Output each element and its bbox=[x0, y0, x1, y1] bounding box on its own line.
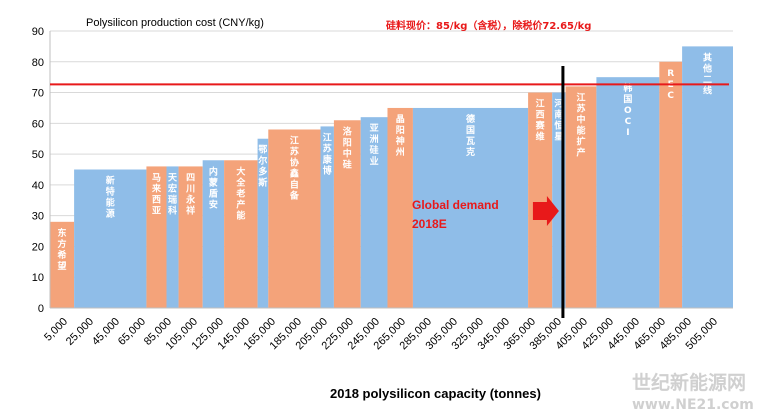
bar-12 bbox=[387, 107, 413, 308]
overlay-layer: Global demand 2018E bbox=[50, 66, 729, 318]
bar-16 bbox=[565, 86, 597, 309]
bar-1 bbox=[74, 169, 147, 308]
bar-label: 马来西亚 bbox=[151, 172, 162, 216]
demand-label-line2: 2018E bbox=[412, 217, 447, 231]
x-tick-label: 45,000 bbox=[90, 316, 122, 348]
y-tick-label: 60 bbox=[32, 118, 44, 130]
bar-label: 江西赛维 bbox=[535, 98, 546, 143]
bar-11 bbox=[360, 117, 388, 308]
bar-label: 天宏瑞科 bbox=[168, 172, 178, 216]
bar-label: 江苏协鑫自备 bbox=[289, 134, 300, 201]
x-tick-label: 65,000 bbox=[116, 316, 148, 348]
price-annotation: 硅料现价：85/kg（含税），除税价72.65/kg bbox=[386, 19, 591, 32]
bar-label: 韩国 O C I bbox=[623, 82, 632, 138]
x-axis-title: 2018 polysilicon capacity (tonnes) bbox=[330, 386, 541, 401]
bar-4 bbox=[178, 166, 203, 308]
demand-label-line1: Global demand bbox=[412, 198, 499, 212]
bar-label: 江苏中能扩产 bbox=[576, 91, 585, 158]
bar-label: 亚洲硅业 bbox=[370, 123, 379, 167]
bar-2 bbox=[146, 166, 167, 308]
bar-17 bbox=[596, 77, 660, 309]
bar-10 bbox=[333, 120, 361, 308]
y-tick-label: 90 bbox=[32, 26, 44, 38]
bar-19 bbox=[682, 46, 733, 309]
x-tick-label: 25,000 bbox=[64, 316, 96, 348]
y-tick-label: 70 bbox=[32, 88, 44, 100]
bar-label: 东方希望 bbox=[58, 227, 67, 272]
bar-label: 内蒙盾安 bbox=[209, 165, 218, 210]
bar-label: 晶阳神州 bbox=[395, 114, 405, 158]
bar-label: 河南恒星 bbox=[554, 98, 563, 143]
bar-label: 其他二线 bbox=[702, 51, 712, 96]
bar-label: 德国瓦克 bbox=[466, 113, 475, 158]
y-tick-label: 30 bbox=[32, 211, 44, 223]
bar-label: 洛阳中硅 bbox=[343, 125, 353, 170]
bar-label: 新特能源 bbox=[106, 175, 115, 220]
bar-label: 大全老产能 bbox=[235, 165, 246, 221]
y-tick-label: 10 bbox=[32, 272, 44, 284]
y-tick-label: 50 bbox=[32, 149, 44, 161]
y-tick-label: 40 bbox=[32, 180, 44, 192]
bar-3 bbox=[166, 166, 179, 308]
watermark-url: www.NE21.com bbox=[632, 397, 754, 413]
bar-0 bbox=[50, 221, 75, 308]
bar-9 bbox=[320, 126, 334, 309]
bar-5 bbox=[202, 160, 225, 308]
y-tick-label: 20 bbox=[32, 241, 44, 253]
bar-18 bbox=[659, 61, 683, 309]
bar-13 bbox=[412, 107, 529, 308]
watermark-text: 世纪新能源网 bbox=[632, 371, 746, 394]
bar-6 bbox=[224, 160, 258, 308]
bars-layer bbox=[50, 46, 733, 309]
demand-arrow-icon bbox=[532, 196, 559, 226]
y-tick-label: 80 bbox=[32, 57, 44, 69]
bar-label: 鄂尔多斯 bbox=[257, 145, 267, 189]
chart-title: Polysilicon production cost (CNY/kg) bbox=[86, 17, 264, 29]
bar-8 bbox=[268, 129, 321, 308]
bar-label: 江苏康博 bbox=[323, 131, 333, 176]
bar-7 bbox=[257, 138, 269, 308]
y-tick-label: 0 bbox=[38, 303, 44, 315]
bar-label: 四川永祥 bbox=[185, 172, 196, 216]
